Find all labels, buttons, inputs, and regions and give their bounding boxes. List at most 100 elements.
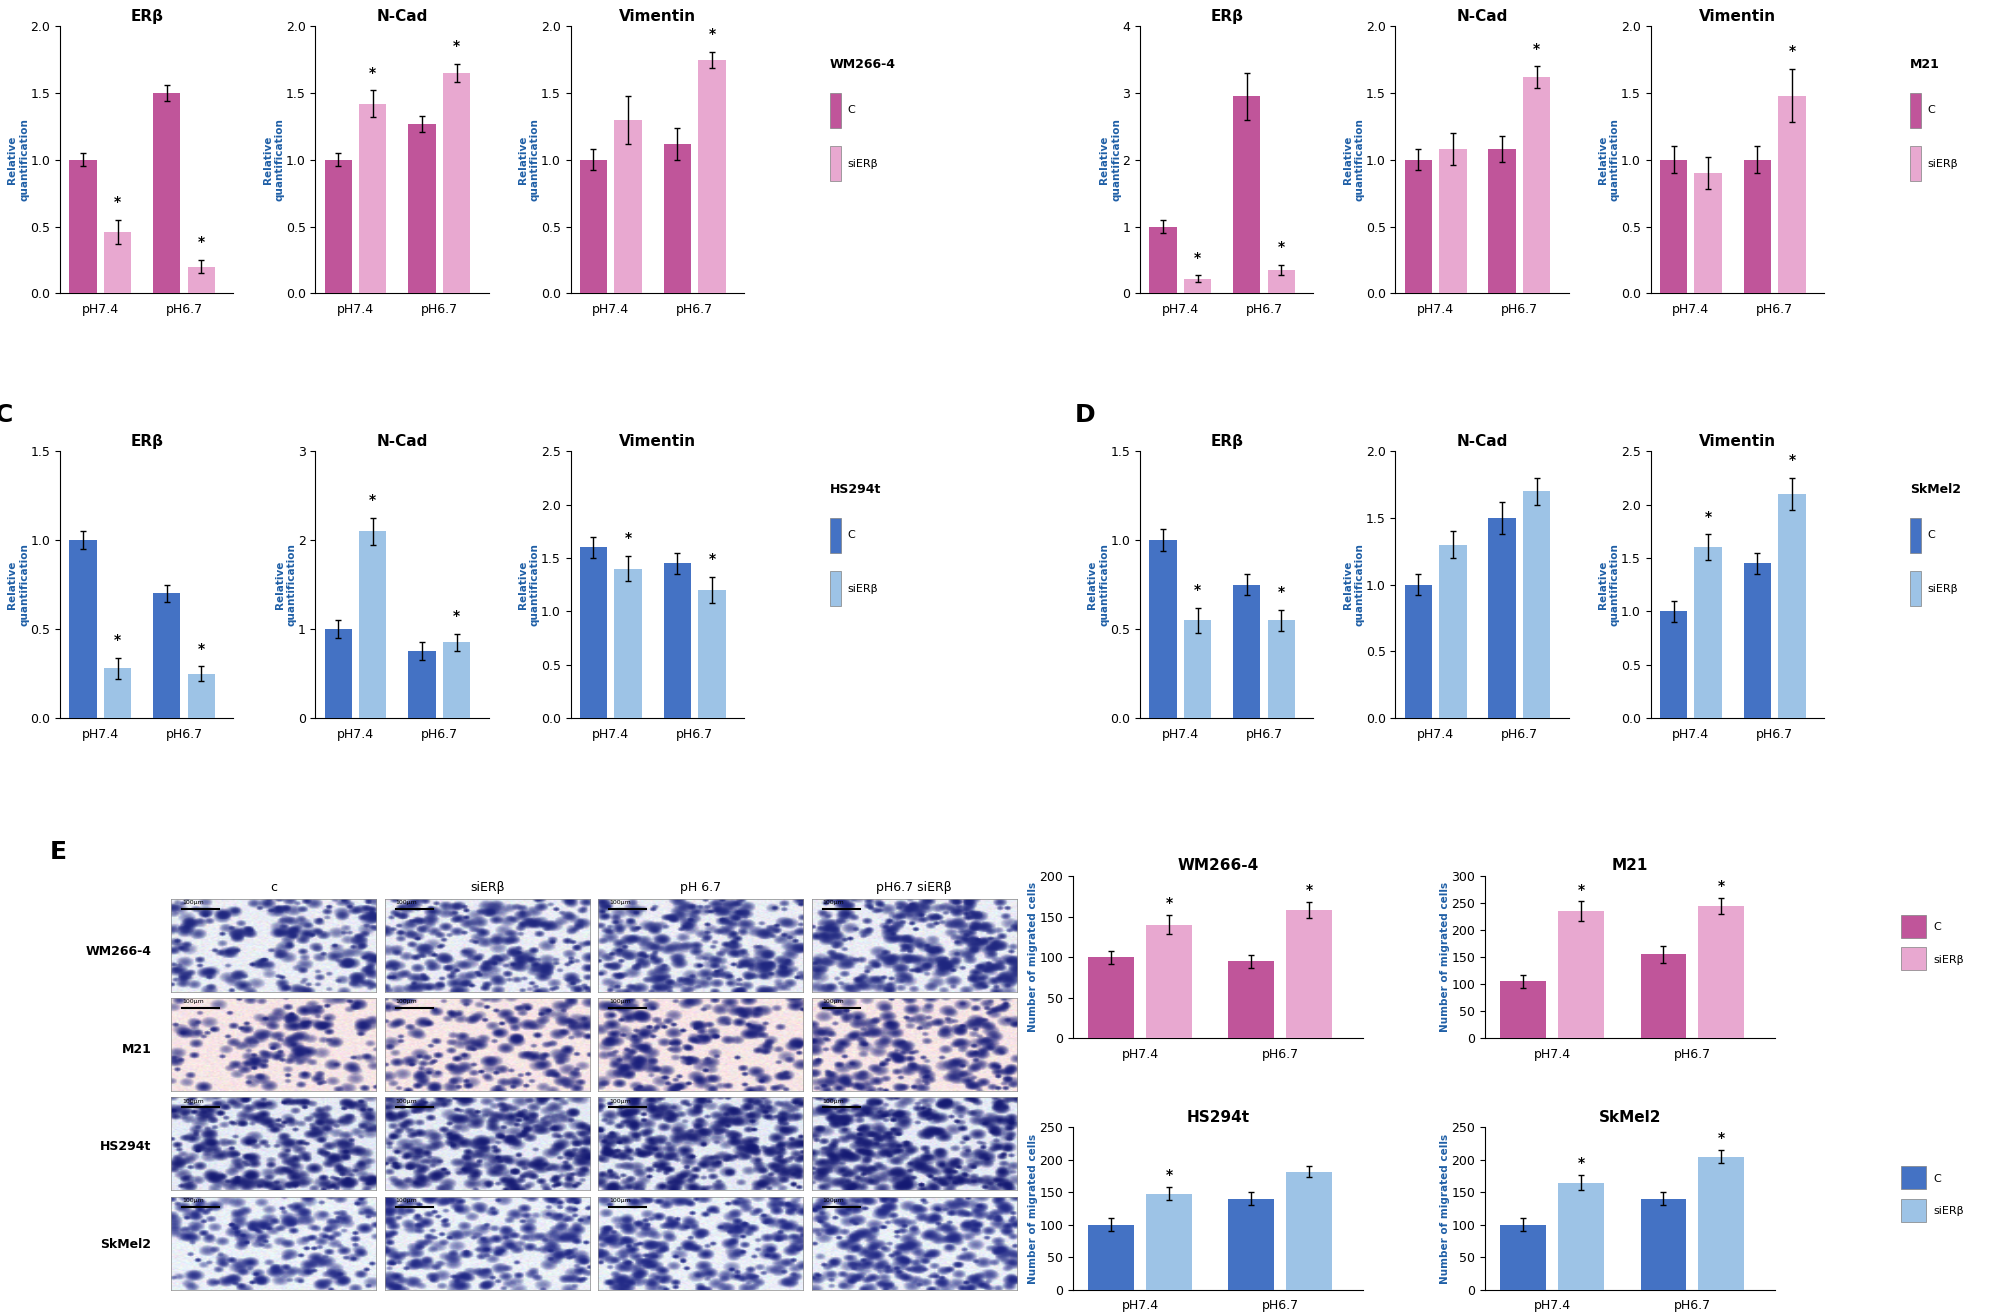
Bar <box>70 540 96 719</box>
Bar <box>1184 620 1210 719</box>
Title: Vimentin: Vimentin <box>1699 433 1776 449</box>
Title: ERβ: ERβ <box>1210 9 1242 24</box>
Text: *: * <box>1279 584 1285 599</box>
Text: 100μm: 100μm <box>824 1099 844 1104</box>
Text: *: * <box>625 532 631 545</box>
Text: 100μm: 100μm <box>824 999 844 1004</box>
Text: D: D <box>1074 403 1094 428</box>
Bar <box>1902 1166 1926 1190</box>
Text: *: * <box>1577 883 1585 896</box>
Bar <box>663 563 691 719</box>
Text: *: * <box>1279 240 1285 254</box>
Title: Vimentin: Vimentin <box>619 9 695 24</box>
Bar <box>1148 226 1176 293</box>
Y-axis label: Relative
quantification: Relative quantification <box>275 544 297 626</box>
Text: *: * <box>1194 250 1200 265</box>
Bar <box>1699 905 1743 1038</box>
Title: N-Cad: N-Cad <box>377 433 427 449</box>
Bar <box>1699 1157 1743 1290</box>
Text: *: * <box>1577 1155 1585 1170</box>
Text: *: * <box>1717 1132 1725 1145</box>
Bar <box>1559 911 1603 1038</box>
Text: SkMel2: SkMel2 <box>100 1238 152 1252</box>
Text: A: A <box>0 0 14 3</box>
Bar <box>325 159 353 293</box>
Text: 100μm: 100μm <box>824 1198 844 1203</box>
Bar <box>1405 584 1433 719</box>
Text: B: B <box>1074 0 1094 3</box>
Bar <box>1695 547 1721 719</box>
Bar <box>359 104 387 293</box>
Text: 100μm: 100μm <box>182 999 204 1004</box>
Text: siERβ: siERβ <box>1928 159 1958 168</box>
Text: siERβ: siERβ <box>469 882 505 894</box>
Text: 100μm: 100μm <box>395 1198 417 1203</box>
Bar <box>1228 1199 1275 1290</box>
Text: C: C <box>1928 530 1936 541</box>
Y-axis label: Relative
quantification: Relative quantification <box>8 544 28 626</box>
Bar <box>409 124 435 293</box>
Bar <box>1523 78 1551 293</box>
Text: *: * <box>1705 509 1711 524</box>
Y-axis label: Relative
quantification: Relative quantification <box>1088 544 1108 626</box>
Bar <box>443 72 471 293</box>
Y-axis label: Number of migrated cells: Number of migrated cells <box>1441 882 1451 1032</box>
Bar <box>1088 957 1134 1038</box>
Bar <box>1501 982 1545 1038</box>
Title: ERβ: ERβ <box>1210 433 1242 449</box>
Bar <box>1778 96 1806 293</box>
Text: pH6.7 siERβ: pH6.7 siERβ <box>876 882 952 894</box>
Text: HS294t: HS294t <box>100 1141 152 1153</box>
Title: Vimentin: Vimentin <box>1699 9 1776 24</box>
Y-axis label: Relative
quantification: Relative quantification <box>1597 118 1619 201</box>
Text: C: C <box>1934 923 1942 932</box>
Text: *: * <box>198 236 204 249</box>
Bar <box>1743 563 1772 719</box>
Bar <box>325 629 353 719</box>
Text: *: * <box>114 633 120 647</box>
Bar <box>1287 911 1333 1038</box>
Text: *: * <box>114 195 120 209</box>
Bar <box>1910 93 1922 128</box>
Bar <box>1439 545 1467 719</box>
Bar <box>1910 146 1922 182</box>
Y-axis label: Number of migrated cells: Number of migrated cells <box>1441 1133 1451 1283</box>
Text: *: * <box>1194 583 1200 597</box>
Y-axis label: Relative
quantification: Relative quantification <box>1343 544 1365 626</box>
Text: E: E <box>50 840 66 863</box>
Bar <box>1489 149 1515 293</box>
Bar <box>1659 159 1687 293</box>
Text: *: * <box>1166 896 1172 911</box>
Y-axis label: Relative
quantification: Relative quantification <box>263 118 285 201</box>
Text: 100μm: 100μm <box>609 1198 631 1203</box>
Title: ERβ: ERβ <box>130 433 162 449</box>
Text: siERβ: siERβ <box>848 583 878 594</box>
Text: C: C <box>1934 1174 1942 1183</box>
Text: pH 6.7: pH 6.7 <box>679 882 721 894</box>
Title: N-Cad: N-Cad <box>1457 433 1507 449</box>
Bar <box>1523 491 1551 719</box>
Bar <box>1148 540 1176 719</box>
Y-axis label: Relative
quantification: Relative quantification <box>517 118 539 201</box>
Text: M21: M21 <box>1910 58 1940 71</box>
Bar <box>443 642 471 719</box>
Bar <box>104 232 130 293</box>
Y-axis label: Relative
quantification: Relative quantification <box>517 544 539 626</box>
Text: 100μm: 100μm <box>609 900 631 905</box>
Bar <box>1184 279 1210 293</box>
Bar <box>1559 1183 1603 1290</box>
Bar <box>1405 159 1433 293</box>
Bar <box>1641 1199 1685 1290</box>
Bar <box>1910 571 1922 605</box>
Bar <box>615 120 641 293</box>
Text: c: c <box>271 882 277 894</box>
Bar <box>1146 1194 1192 1290</box>
Bar <box>1695 174 1721 293</box>
Text: 100μm: 100μm <box>182 1099 204 1104</box>
Text: *: * <box>453 609 461 622</box>
Title: N-Cad: N-Cad <box>377 9 427 24</box>
Text: *: * <box>1788 45 1796 58</box>
Text: 100μm: 100μm <box>609 999 631 1004</box>
Text: *: * <box>707 28 715 41</box>
Bar <box>1902 915 1926 937</box>
